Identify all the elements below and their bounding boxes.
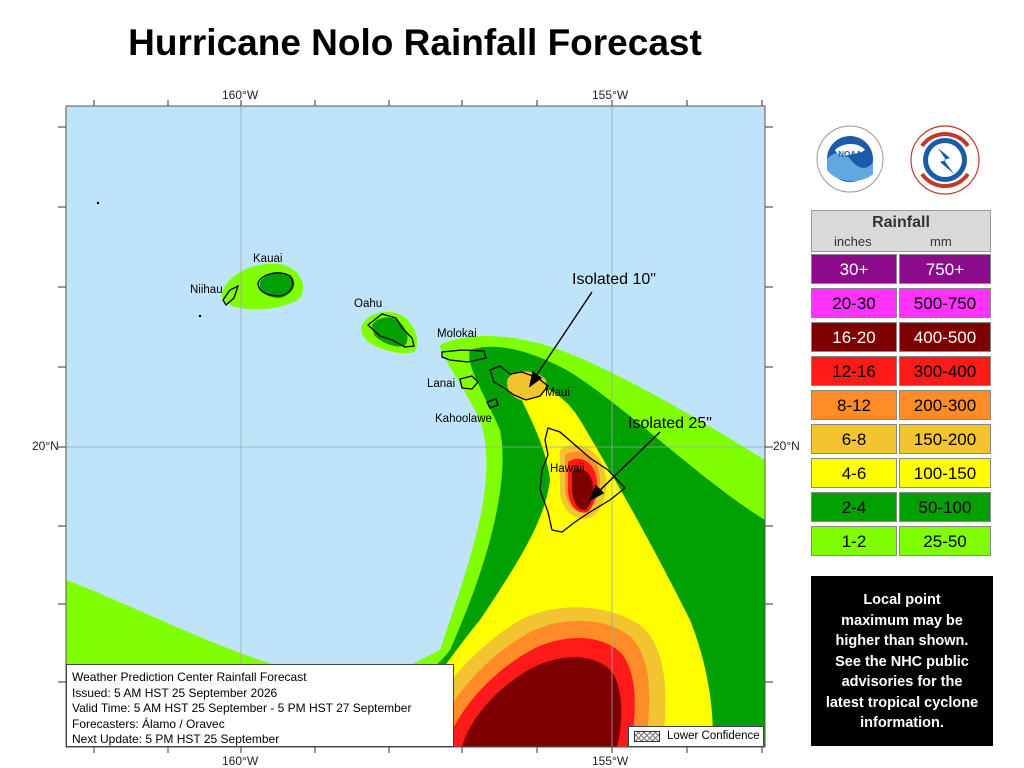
arrow-maui — [531, 291, 593, 383]
note-line: advisories for the — [841, 674, 963, 690]
legend-title: Rainfall — [872, 214, 930, 231]
legend-row: 16-20 400-500 — [811, 322, 991, 352]
legend-inches-value: 6-8 — [811, 424, 897, 454]
rain-contour-kauai-2-4 — [259, 272, 295, 298]
lon-label-155-top: 155°W — [592, 88, 629, 102]
legend-row: 1-2 25-50 — [811, 526, 991, 556]
note-line: See the NHC public — [835, 653, 969, 670]
arrow-maui-head — [528, 370, 543, 388]
label-kauai: Kauai — [253, 253, 282, 265]
legend-row: 4-6 100-150 — [811, 458, 991, 488]
island-maui — [489, 365, 549, 401]
island-oahu — [366, 313, 415, 348]
forecast-info-box: Weather Prediction Center Rainfall Forec… — [66, 664, 454, 747]
legend-mm-value: 50-100 — [899, 492, 991, 522]
legend-mm-value: 500-750 — [899, 288, 991, 318]
info-valid-time: Valid Time: 5 AM HST 25 September - 5 PM… — [72, 701, 412, 715]
lon-label-160-bottom: 160°W — [222, 754, 259, 768]
small-island-dot — [198, 314, 202, 318]
local-maximum-note: Local point maximum may be higher than s… — [811, 576, 993, 746]
map-frame — [65, 105, 766, 748]
label-molokai: Molokai — [437, 328, 477, 340]
legend-row: 2-4 50-100 — [811, 492, 991, 522]
legend-row: 6-8 150-200 — [811, 424, 991, 454]
annotation-isolated-25: Isolated 25" — [628, 415, 712, 432]
note-line: higher than shown. — [835, 633, 969, 649]
legend-unit-mm: mm — [930, 234, 952, 249]
info-forecasters: Forecasters: Álamo / Oravec — [72, 716, 225, 731]
legend-mm-value: 150-200 — [899, 424, 991, 454]
legend-inches-value: 2-4 — [811, 492, 897, 522]
lat-label-20-left: 20°N — [32, 439, 59, 453]
nws-logo — [910, 125, 980, 195]
legend-mm-value: 300-400 — [899, 356, 991, 386]
info-product-name: Weather Prediction Center Rainfall Forec… — [72, 670, 307, 684]
legend-mm-value: 400-500 — [899, 322, 991, 352]
graticule — [66, 106, 765, 747]
legend-mm-value: 25-50 — [899, 526, 991, 556]
island-outlines — [222, 272, 626, 533]
island-molokai — [441, 349, 487, 363]
legend-row: 20-30 500-750 — [811, 288, 991, 318]
island-hawaii — [539, 427, 626, 533]
legend-inches-value: 12-16 — [811, 356, 897, 386]
island-niihau — [222, 284, 240, 307]
annotation-arrows — [528, 291, 661, 502]
island-kauai — [257, 272, 294, 297]
map-tick-marks — [58, 100, 773, 753]
lon-label-155-bottom: 155°W — [592, 754, 629, 768]
legend-mm-value: 100-150 — [899, 458, 991, 488]
lat-label-20-right: 20°N — [773, 439, 800, 453]
legend-inches-value: 8-12 — [811, 390, 897, 420]
legend-row: 8-12 200-300 — [811, 390, 991, 420]
lon-label-160-top: 160°W — [222, 88, 259, 102]
island-lanai — [459, 375, 479, 390]
legend-mm-value: 200-300 — [899, 390, 991, 420]
legend-inches-value: 4-6 — [811, 458, 897, 488]
note-line: information. — [860, 715, 944, 731]
arrow-hawaii — [593, 431, 661, 497]
legend-inches-value: 30+ — [811, 254, 897, 284]
rain-contour-16-20 — [462, 469, 622, 747]
rain-contour-oahu-2-4 — [372, 317, 408, 347]
small-island-dot — [96, 201, 100, 205]
note-line: Local point — [863, 592, 941, 608]
note-line: maximum may be — [841, 612, 963, 629]
island-kahoolawe — [486, 398, 499, 409]
legend-row: 30+ 750+ — [811, 254, 991, 284]
label-kahoolawe: Kahoolawe — [435, 413, 492, 425]
hatch-swatch — [634, 731, 660, 742]
label-niihau: Niihau — [190, 284, 223, 296]
lower-confidence-key: Lower Confidence — [628, 726, 764, 747]
noaa-logo: NOAA — [816, 125, 884, 193]
annotation-isolated-10: Isolated 10" — [572, 271, 656, 288]
legend-inches-value: 20-30 — [811, 288, 897, 318]
label-hawaii: Hawaii — [550, 463, 585, 475]
lower-confidence-label: Lower Confidence — [667, 730, 760, 742]
label-lanai: Lanai — [427, 378, 455, 390]
legend-mm-value: 750+ — [899, 254, 991, 284]
noaa-logo-text: NOAA — [838, 150, 862, 159]
label-oahu: Oahu — [354, 298, 382, 310]
legend-inches-value: 1-2 — [811, 526, 897, 556]
arrow-hawaii-head — [588, 484, 605, 502]
legend-row: 12-16 300-400 — [811, 356, 991, 386]
label-maui: Maui — [545, 387, 570, 399]
legend-unit-inches: inches — [834, 234, 872, 249]
info-issued: Issued: 5 AM HST 25 September 2026 — [72, 685, 278, 700]
note-line: latest tropical cyclone — [825, 694, 979, 711]
info-next-update: Next Update: 5 PM HST 25 September — [72, 732, 280, 746]
legend-inches-value: 16-20 — [811, 322, 897, 352]
map-title: Hurricane Nolo Rainfall Forecast — [128, 22, 702, 63]
legend-header: Rainfall inches mm — [811, 210, 991, 252]
